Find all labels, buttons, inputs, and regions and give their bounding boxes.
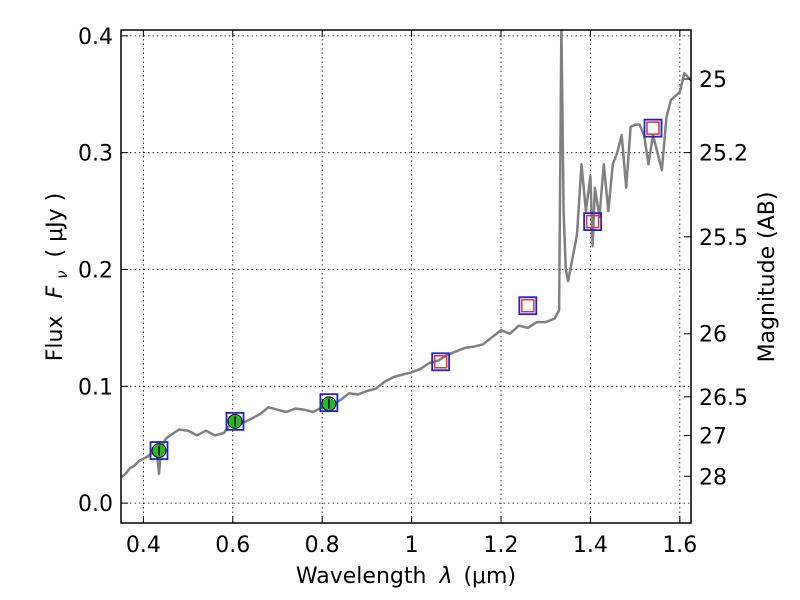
y-tick-label: 0.3 <box>78 142 113 167</box>
model-band-square <box>149 441 169 460</box>
magnitude-tick-label: 25 <box>699 68 727 93</box>
model-band-square <box>431 352 451 372</box>
y-tick-label: 0.4 <box>78 25 113 50</box>
model-band-square <box>643 118 663 138</box>
predicted-square <box>433 355 448 369</box>
model-band-square <box>319 393 339 413</box>
magnitude-axis-label: Magnitude (AB) <box>755 192 780 363</box>
grid <box>121 30 691 523</box>
model-band-square <box>518 296 538 316</box>
predicted-square <box>521 298 535 313</box>
x-tick-label: 1.4 <box>573 533 608 558</box>
x-tick-label: 1.2 <box>484 533 519 558</box>
magnitude-tick-label: 27 <box>699 424 727 449</box>
x-tick-label: 0.6 <box>215 533 250 558</box>
magnitude-tick-label: 28 <box>699 465 727 490</box>
predicted-square <box>646 121 660 135</box>
model-band-square <box>583 212 603 231</box>
y-axis-label: Flux F ν ( μJy ) <box>43 193 73 361</box>
photometry-layer <box>149 118 663 460</box>
y-tick-label: 0.1 <box>78 375 113 400</box>
y-tick-label: 0.2 <box>78 258 113 283</box>
plot-frame <box>120 29 692 524</box>
axis-ticks: 0.4 0.6 0.8 1 1.2 1.4 1.6 0.0 0.1 0.2 0.3 0.4 25 25.2… <box>78 25 748 558</box>
x-tick-label: 1 <box>405 533 419 558</box>
magnitude-tick-label: 26.5 <box>699 386 748 411</box>
magnitude-tick-label: 25.2 <box>699 142 748 167</box>
model-band-square <box>225 411 245 431</box>
spectrum-line <box>121 30 691 479</box>
magnitude-tick-label: 26 <box>699 323 727 348</box>
x-tick-label: 0.8 <box>305 533 340 558</box>
magnitude-tick-label: 25.5 <box>699 226 748 251</box>
x-tick-label: 0.4 <box>126 533 161 558</box>
x-tick-label: 1.6 <box>662 533 697 558</box>
predicted-square <box>585 214 600 229</box>
x-axis-label: Wavelength λ (μm) <box>296 564 516 589</box>
y-tick-label: 0.0 <box>78 492 113 517</box>
spectrum-layer <box>121 30 691 479</box>
